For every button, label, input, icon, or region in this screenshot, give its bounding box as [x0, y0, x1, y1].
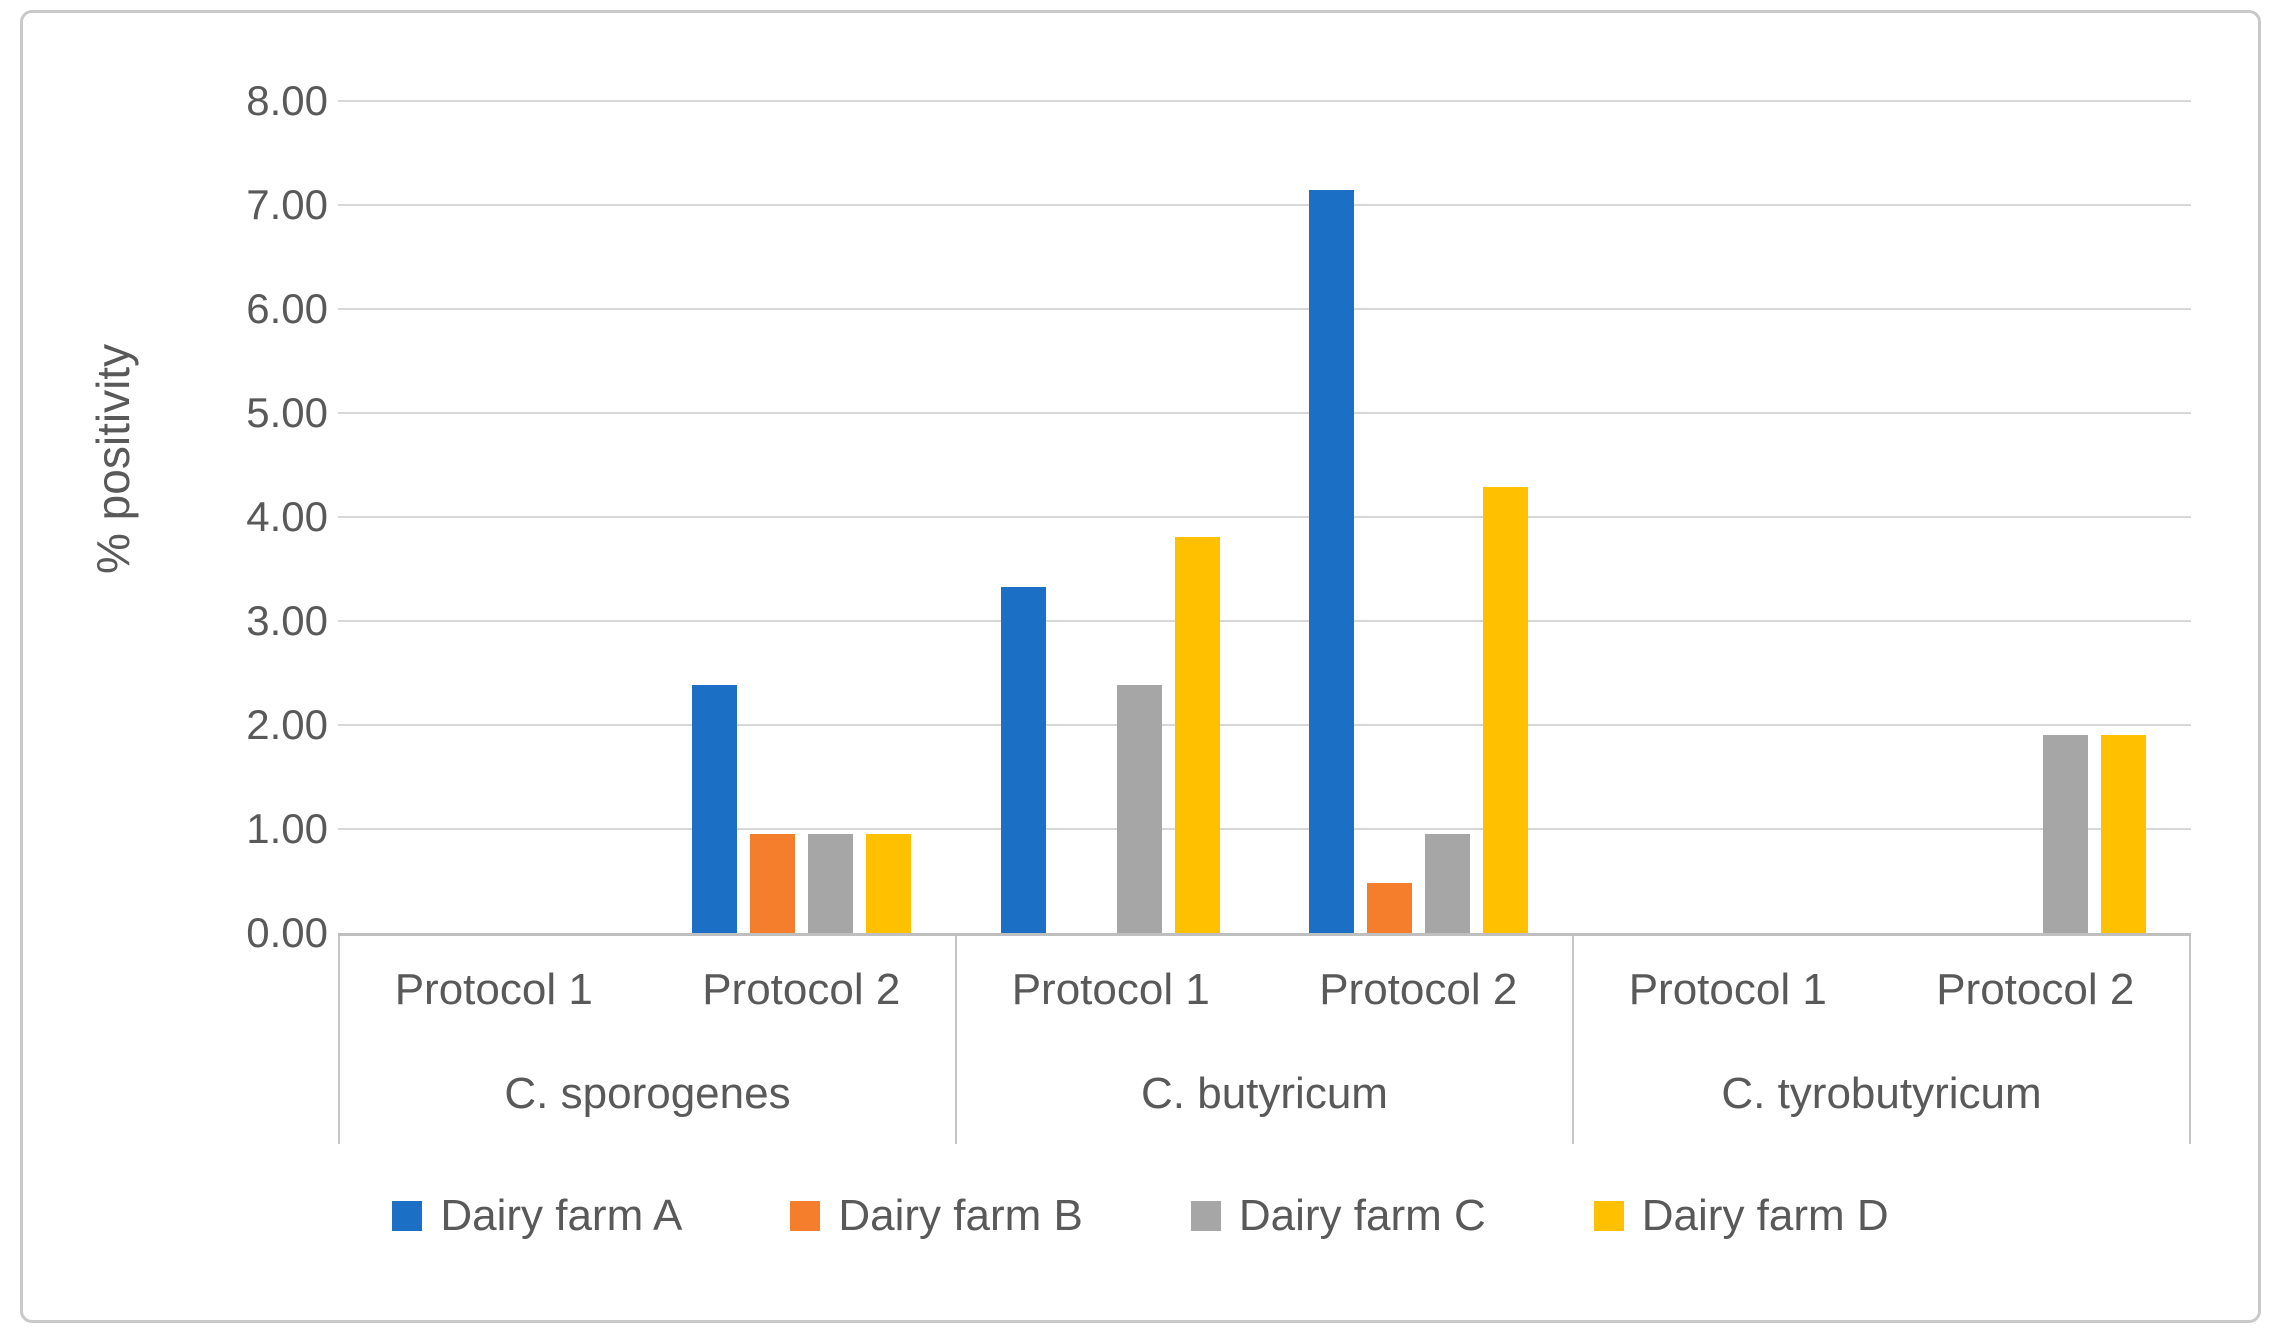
- y-axis-tick-label: 5.00: [246, 389, 328, 436]
- protocol-label: Protocol 2: [1319, 965, 1518, 1014]
- legend-label: Dairy farm A: [440, 1191, 683, 1240]
- gridline: [338, 100, 2191, 102]
- gridline: [338, 204, 2191, 206]
- bar-dairy-farm-d: [1483, 486, 1529, 933]
- legend-item: Dairy farm B: [790, 1191, 1083, 1241]
- legend-item: Dairy farm D: [1593, 1191, 1889, 1241]
- y-axis-tick-label: 3.00: [246, 597, 328, 644]
- y-axis-tick-label: 8.00: [246, 77, 328, 124]
- gridline: [338, 828, 2191, 830]
- bar-dairy-farm-b: [749, 834, 795, 933]
- y-axis-tick-label: 6.00: [246, 285, 328, 332]
- gridline: [338, 620, 2191, 622]
- bar-dairy-farm-d: [1174, 536, 1220, 933]
- chart-figure: % positivity Protocol 1 Protocol 2 C. spor…: [20, 10, 2261, 1323]
- gridline: [338, 308, 2191, 310]
- gridline: [338, 724, 2191, 726]
- protocol-label: Protocol 2: [1936, 965, 2135, 1014]
- y-axis-tick-label: 7.00: [246, 181, 328, 228]
- legend-swatch-icon: [392, 1201, 423, 1231]
- bar-dairy-farm-a: [1309, 190, 1355, 933]
- bar-dairy-farm-c: [1425, 834, 1471, 933]
- bar-dairy-farm-a: [691, 685, 737, 933]
- legend-label: Dairy farm C: [1238, 1191, 1486, 1240]
- protocol-label: Protocol 1: [1628, 965, 1827, 1014]
- legend-item: Dairy farm A: [392, 1191, 682, 1241]
- y-axis-tick-label: 0.00: [246, 909, 328, 956]
- y-axis-title: % positivity: [87, 343, 139, 574]
- protocol-label: Protocol 1: [394, 965, 593, 1014]
- bar-dairy-farm-a: [1000, 586, 1046, 933]
- legend-label: Dairy farm B: [838, 1191, 1083, 1240]
- species-label: C. butyricum: [1141, 1069, 1388, 1118]
- bar-dairy-farm-d: [2101, 735, 2147, 933]
- legend-item: Dairy farm C: [1190, 1191, 1486, 1241]
- legend-swatch-icon: [1190, 1201, 1221, 1231]
- plot-area: [338, 100, 2191, 936]
- legend-swatch-icon: [1593, 1201, 1624, 1231]
- bar-dairy-farm-d: [865, 834, 911, 933]
- legend-label: Dairy farm D: [1641, 1191, 1889, 1240]
- species-group: Protocol 1 Protocol 2 C. sporogenes: [340, 936, 957, 1144]
- species-label: C. tyrobutyricum: [1721, 1069, 2042, 1118]
- bar-dairy-farm-c: [1116, 685, 1162, 933]
- y-axis-tick-label: 4.00: [246, 493, 328, 540]
- bar-dairy-farm-c: [2043, 735, 2089, 933]
- species-group: Protocol 1 Protocol 2 C. butyricum: [957, 936, 1574, 1144]
- legend-swatch-icon: [790, 1201, 821, 1231]
- protocol-label: Protocol 2: [702, 965, 901, 1014]
- y-axis-tick-label: 1.00: [246, 805, 328, 852]
- species-label: C. sporogenes: [504, 1069, 791, 1118]
- category-axis-table: Protocol 1 Protocol 2 C. sporogenes Protoco…: [338, 936, 2191, 1144]
- species-group: Protocol 1 Protocol 2 C. tyrobutyricum: [1574, 936, 2191, 1144]
- legend: Dairy farm A Dairy farm B Dairy farm C Dair…: [23, 1191, 2258, 1241]
- bar-dairy-farm-c: [807, 834, 853, 933]
- y-axis-tick-label: 2.00: [246, 701, 328, 748]
- gridline: [338, 412, 2191, 414]
- bar-dairy-farm-b: [1367, 883, 1413, 933]
- gridline: [338, 516, 2191, 518]
- protocol-label: Protocol 1: [1011, 965, 1210, 1014]
